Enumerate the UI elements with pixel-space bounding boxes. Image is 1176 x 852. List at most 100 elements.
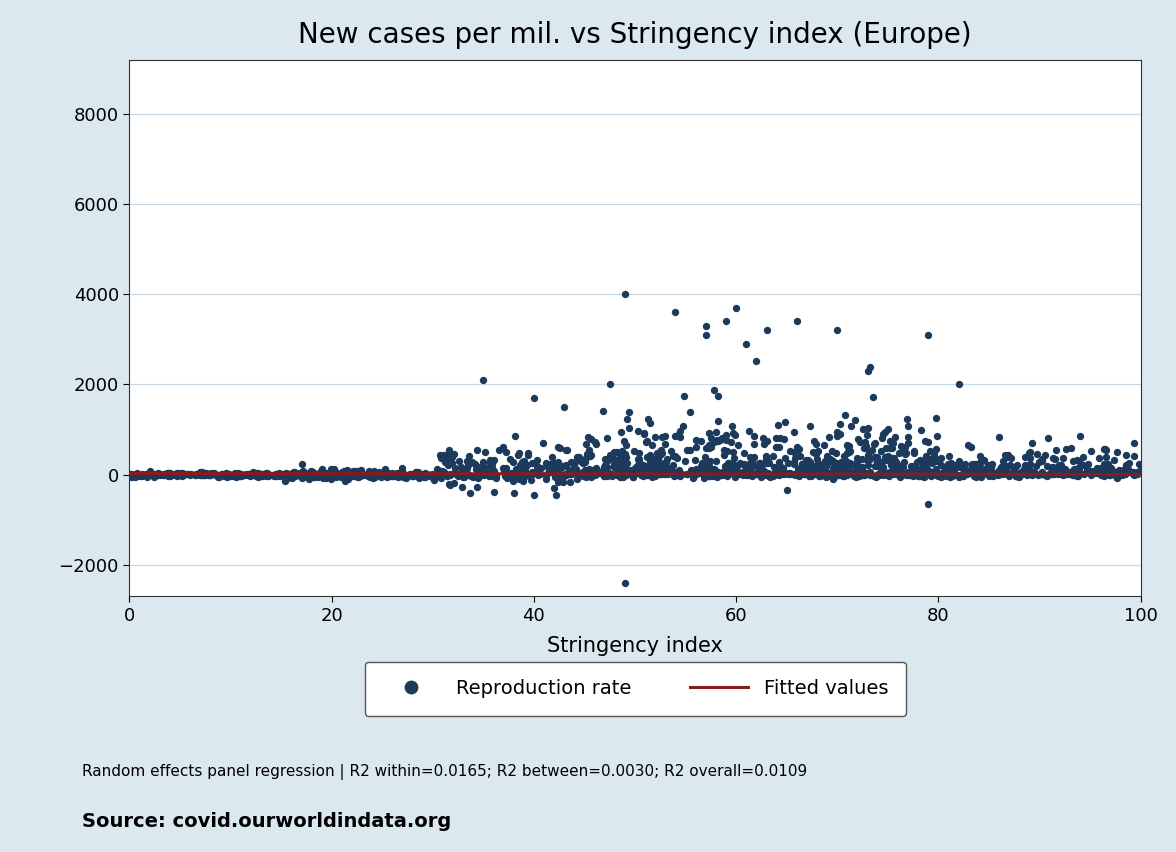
Point xyxy=(273,469,292,482)
Point xyxy=(127,468,146,481)
Point xyxy=(497,471,516,485)
Point xyxy=(1116,458,1135,471)
Point xyxy=(882,467,901,481)
Point xyxy=(931,469,950,482)
Point xyxy=(316,469,335,483)
Point xyxy=(886,454,904,468)
Point xyxy=(646,469,664,482)
Point xyxy=(139,467,158,481)
Point xyxy=(574,468,593,481)
Point xyxy=(760,469,779,482)
Point xyxy=(550,469,569,483)
Point xyxy=(201,468,220,481)
Point xyxy=(898,419,917,433)
Point xyxy=(781,468,800,481)
Point xyxy=(327,468,346,481)
Point xyxy=(256,467,275,481)
Point xyxy=(486,468,505,481)
Point xyxy=(600,449,619,463)
Point xyxy=(360,466,379,480)
Point xyxy=(553,469,572,482)
Point xyxy=(1033,468,1051,481)
Point xyxy=(154,469,173,482)
Point xyxy=(701,440,720,454)
Point xyxy=(830,458,849,471)
Point xyxy=(485,485,503,498)
Point xyxy=(1043,468,1062,481)
Point xyxy=(599,469,617,483)
Point xyxy=(889,458,908,471)
Point xyxy=(887,456,906,469)
Point xyxy=(867,459,886,473)
Point xyxy=(836,408,855,422)
Point xyxy=(149,467,168,481)
Point xyxy=(459,467,477,481)
Point xyxy=(693,456,711,469)
Point xyxy=(670,469,689,482)
Point xyxy=(466,463,485,476)
Point xyxy=(750,456,769,469)
Point xyxy=(737,337,756,351)
Point xyxy=(723,458,742,471)
Point xyxy=(967,458,985,471)
Point xyxy=(282,466,301,480)
Point xyxy=(1082,444,1101,458)
Point xyxy=(1096,442,1115,456)
Point xyxy=(228,466,247,480)
Point xyxy=(1044,467,1063,481)
Point xyxy=(1027,447,1045,461)
Point xyxy=(272,468,290,481)
Point xyxy=(368,467,387,481)
Point xyxy=(568,467,587,481)
Point xyxy=(123,468,142,481)
Point xyxy=(1053,465,1071,479)
Point xyxy=(1031,468,1050,481)
Point xyxy=(161,466,180,480)
Point xyxy=(485,464,503,478)
Point xyxy=(375,468,394,481)
Point xyxy=(597,467,616,481)
Point xyxy=(607,460,626,474)
Point xyxy=(472,468,490,481)
Point xyxy=(630,465,649,479)
Point xyxy=(436,467,455,481)
Point xyxy=(206,468,225,481)
Point xyxy=(1094,463,1112,477)
Point xyxy=(916,458,935,472)
Point xyxy=(1068,453,1087,467)
Point xyxy=(793,457,811,470)
Point xyxy=(643,468,662,481)
Point xyxy=(695,462,714,475)
Point xyxy=(724,452,743,465)
Point xyxy=(298,470,316,484)
Point xyxy=(369,465,388,479)
Point xyxy=(809,459,828,473)
Point xyxy=(579,430,597,444)
Point xyxy=(319,467,338,481)
Point xyxy=(614,447,633,461)
Point xyxy=(954,467,973,481)
Point xyxy=(412,468,430,481)
Point xyxy=(302,469,321,482)
Point xyxy=(649,462,668,475)
Point xyxy=(757,449,776,463)
Point xyxy=(749,467,768,481)
Point xyxy=(715,464,734,478)
Point xyxy=(811,465,830,479)
Point xyxy=(895,447,914,461)
Point xyxy=(346,469,365,483)
Point xyxy=(1033,465,1051,479)
Point xyxy=(886,459,904,473)
Point xyxy=(848,451,867,464)
Point xyxy=(375,462,394,475)
Point xyxy=(1124,468,1143,481)
Point xyxy=(900,469,918,482)
Point xyxy=(1037,468,1056,481)
Point xyxy=(1128,468,1147,481)
Point xyxy=(1045,452,1064,465)
Point xyxy=(441,468,460,481)
Point xyxy=(871,456,890,469)
Point xyxy=(417,469,436,483)
Point xyxy=(574,465,593,479)
Point xyxy=(1069,462,1088,475)
